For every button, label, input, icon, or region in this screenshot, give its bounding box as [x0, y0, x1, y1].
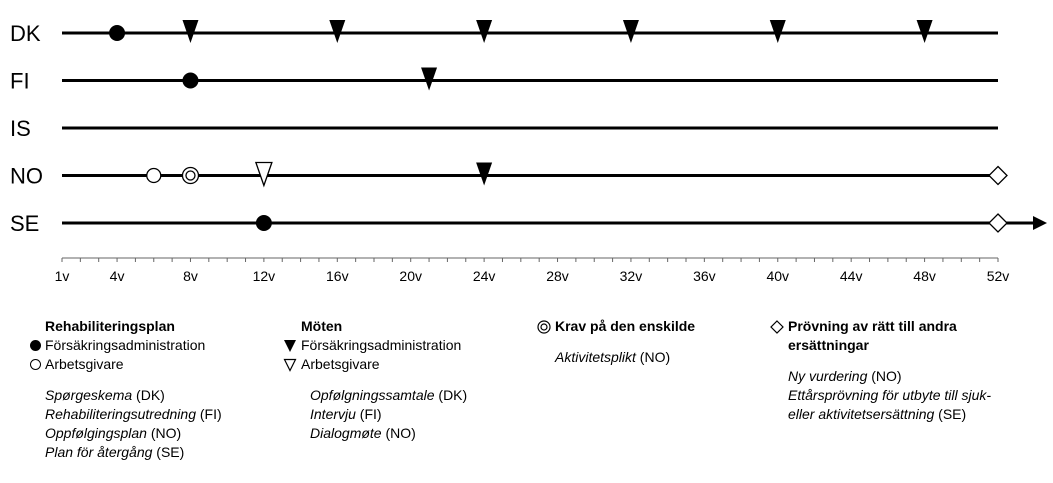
legend-plan-employer: Arbetsgivare — [30, 355, 290, 374]
legend-plan-example: Rehabiliteringsutredning (FI) — [45, 406, 222, 422]
legend-plan-example: Plan för återgång (SE) — [45, 444, 185, 460]
legend-plan-employer-label: Arbetsgivare — [45, 356, 124, 372]
filled-triangle-down-icon — [284, 339, 296, 352]
legend-review: Prövning av rätt till andra ersättningar… — [770, 317, 1040, 424]
legend-meetings-heading: Möten — [301, 318, 343, 334]
axis-tick-label: 24v — [473, 268, 496, 284]
meeting-administration-marker — [476, 162, 493, 186]
axis-tick-label: 20v — [399, 268, 422, 284]
double-circle-icon — [537, 319, 551, 334]
plan-administration-marker — [109, 25, 126, 41]
meeting-administration-marker — [329, 20, 346, 43]
open-circle-icon — [30, 359, 41, 370]
legend-review-heading: Prövning av rätt till andra — [788, 318, 957, 334]
country-label: SE — [10, 211, 39, 236]
plan-administration-marker — [182, 72, 199, 89]
country-label: DK — [10, 21, 41, 46]
legend-review-example: eller aktivitetsersättning (SE) — [788, 406, 967, 422]
axis-tick-label: 4v — [110, 268, 125, 284]
legend-meetings: Möten Försäkringsadministration Arbetsgi… — [283, 317, 523, 443]
legend-requirement-heading: Krav på den enskilde — [555, 318, 696, 334]
timeline-diagram: DK FI IS NO SE 1v 4v 8v 12v 16v 20v 24v 28v 32v 36v 40v… — [10, 20, 1047, 284]
legend-plan-administration-label: Försäkringsadministration — [45, 337, 206, 353]
legend-review-example: Ny vurdering (NO) — [788, 368, 902, 384]
meeting-employer-marker — [254, 161, 273, 188]
legend-review-example: Ettårsprövning för utbyte till sjuk- — [788, 387, 992, 403]
requirement-marker-inner — [185, 170, 196, 181]
legend-meetings-administration: Försäkringsadministration — [283, 336, 523, 355]
axis-tick-label: 32v — [620, 268, 643, 284]
review-marker — [988, 213, 1008, 233]
legend-plan-administration: Försäkringsadministration — [30, 336, 290, 355]
axis-tick-label: 12v — [253, 268, 276, 284]
plan-employer-marker — [146, 167, 162, 184]
meeting-administration-marker — [476, 20, 493, 43]
axis-tick-label: 48v — [913, 268, 936, 284]
legend-plan: Rehabiliteringsplan Försäkringsadministr… — [30, 317, 290, 462]
legend-plan-example: Spørgeskema (DK) — [45, 387, 165, 403]
meeting-administration-marker — [622, 20, 639, 43]
legend-requirement: Krav på den enskilde Aktivitetsplikt (NO… — [537, 317, 757, 367]
country-label: IS — [10, 116, 31, 141]
legend-meetings-administration-label: Försäkringsadministration — [301, 337, 462, 353]
legend-meetings-example: Intervju (FI) — [310, 406, 382, 422]
axis-tick-label: 16v — [326, 268, 349, 284]
axis-tick-label: 28v — [546, 268, 569, 284]
legend-meetings-example: Dialogmøte (NO) — [310, 425, 416, 441]
plan-administration-marker — [255, 215, 272, 231]
legend-requirement-header: Krav på den enskilde — [537, 317, 757, 336]
legend-requirement-example: Aktivitetsplikt (NO) — [555, 349, 671, 365]
legend-review-heading-line2: ersättningar — [788, 337, 869, 353]
axis-tick-label: 44v — [840, 268, 863, 284]
filled-circle-icon — [30, 340, 41, 351]
country-label: FI — [10, 69, 30, 94]
legend-plan-example: Oppfølgingsplan (NO) — [45, 425, 182, 441]
meeting-administration-marker — [769, 20, 786, 43]
legend-meetings-example: Opfølgningssamtale (DK) — [310, 387, 468, 403]
axis-tick-label: 40v — [766, 268, 789, 284]
meeting-administration-marker — [182, 20, 199, 43]
legend-meetings-employer-label: Arbetsgivare — [301, 356, 380, 372]
axis-tick-label: 36v — [693, 268, 716, 284]
axis-tick-label: 52v — [987, 268, 1010, 284]
legend-review-header: Prövning av rätt till andra — [770, 317, 1040, 336]
diamond-icon — [770, 319, 784, 334]
country-label: NO — [10, 164, 43, 189]
arrow-head-icon — [1033, 216, 1047, 230]
review-marker — [988, 165, 1008, 186]
meeting-administration-marker — [421, 67, 438, 91]
axis-tick-label: 1v — [55, 268, 70, 284]
axis-tick-label: 8v — [183, 268, 198, 284]
legend-plan-heading: Rehabiliteringsplan — [45, 318, 175, 334]
open-triangle-down-icon — [283, 358, 297, 372]
legend-meetings-employer: Arbetsgivare — [283, 355, 523, 374]
meeting-administration-marker — [916, 20, 933, 43]
